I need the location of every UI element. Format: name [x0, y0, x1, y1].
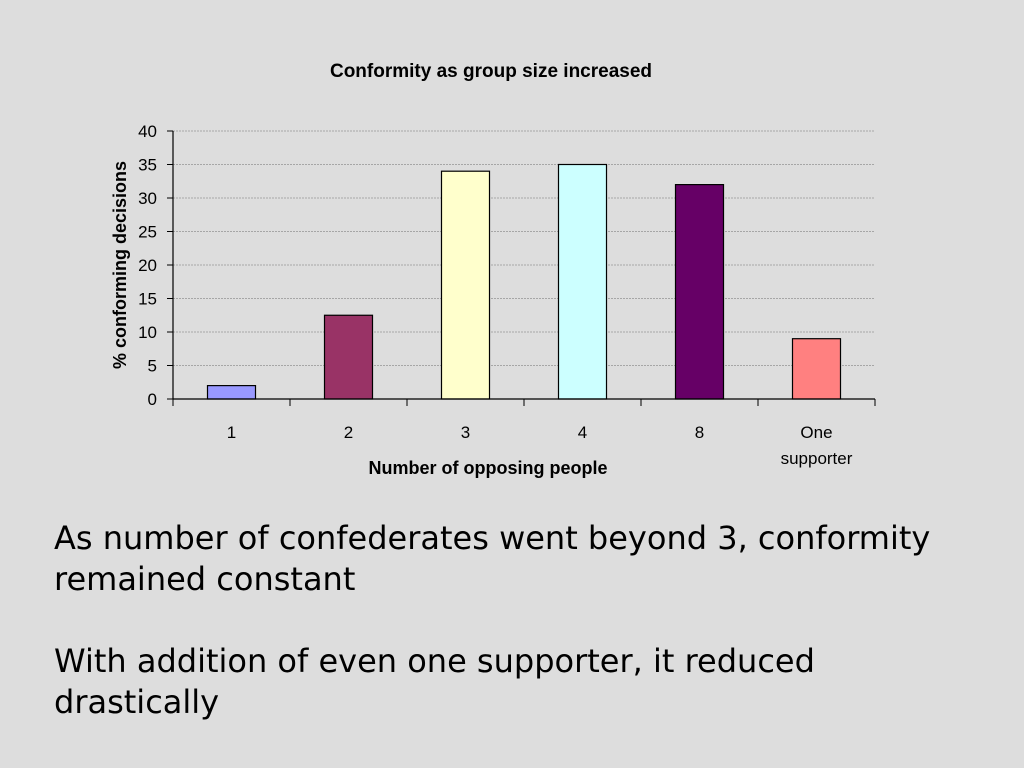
x-axis-label: Number of opposing people	[369, 458, 608, 478]
x-tick-label: 1	[227, 423, 236, 442]
body-paragraph-supporter: With addition of even one supporter, it …	[54, 642, 815, 721]
y-tick-label: 10	[138, 323, 157, 342]
y-tick-label: 25	[138, 223, 157, 242]
y-tick-label: 30	[138, 189, 157, 208]
x-tick-label: One supporter	[781, 423, 853, 468]
axes	[167, 130, 876, 406]
x-tick-label: 4	[578, 423, 587, 442]
y-tick-label: 35	[138, 156, 157, 175]
x-tick-label: 8	[695, 423, 704, 442]
bar-2	[323, 314, 374, 400]
x-tick-label: 2	[344, 423, 353, 442]
y-axis-label: % conforming decisions	[110, 161, 130, 369]
y-tick-labels: 0 5 10 15 20 25 30 35 40	[138, 122, 157, 409]
gridlines	[173, 130, 875, 366]
x-tick-labels: 1 2 3 4 8 One supporter	[227, 423, 853, 468]
y-tick-label: 0	[148, 390, 157, 409]
bar-1	[206, 385, 257, 400]
y-tick-label: 20	[138, 256, 157, 275]
y-tick-label: 15	[138, 290, 157, 309]
y-tick-label: 40	[138, 122, 157, 141]
bars	[206, 163, 842, 400]
bar-4	[557, 163, 608, 400]
y-tick-label: 5	[148, 357, 157, 376]
body-paragraph-constant: As number of confederates went beyond 3,…	[54, 519, 931, 598]
bar-3	[440, 170, 491, 400]
x-tick-label: 3	[461, 423, 470, 442]
bar-8	[674, 184, 725, 400]
bar-one-supporter	[791, 338, 842, 400]
chart-title: Conformity as group size increased	[330, 61, 652, 82]
bar-chart: Conformity as group size increased 0 5 10 1…	[110, 61, 876, 478]
